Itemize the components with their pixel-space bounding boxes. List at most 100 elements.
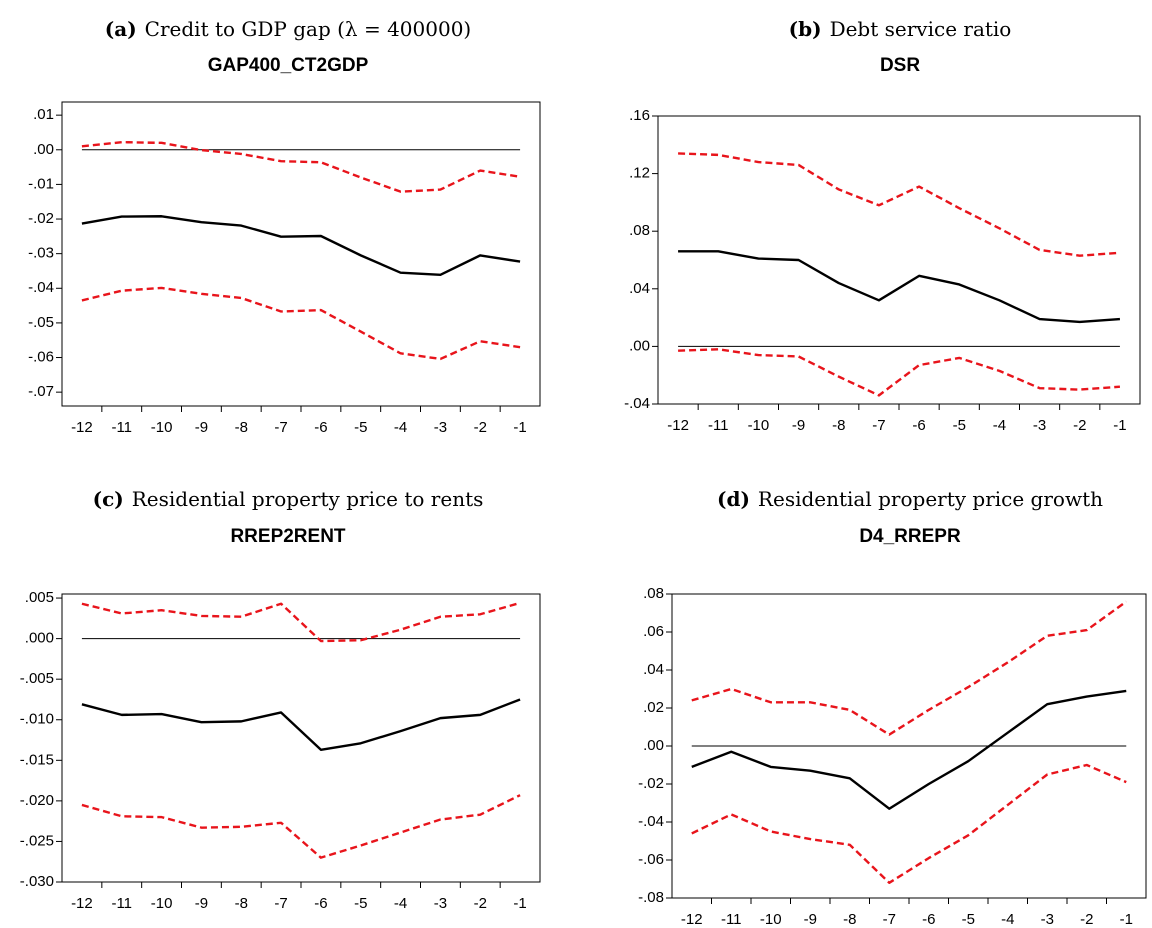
x-tick-label: -11	[111, 895, 132, 912]
estimate-line	[691, 689, 1127, 810]
x-tick-label: -6	[922, 911, 935, 928]
x-tick-label: -9	[804, 911, 817, 928]
y-tick-label: -.005	[20, 670, 54, 687]
x-tick-label: -10	[151, 419, 173, 436]
y-tick-label: -.030	[20, 873, 54, 890]
y-tick-label: .02	[643, 699, 664, 716]
x-tick-label: -9	[195, 419, 208, 436]
y-tick-label: .04	[629, 280, 650, 297]
x-tick-label: -2	[1080, 911, 1093, 928]
x-tick-label: -5	[953, 417, 966, 434]
y-tick-label: -.020	[20, 792, 54, 809]
y-tick-label: -.025	[20, 832, 54, 849]
x-tick-label: -6	[314, 419, 327, 436]
y-tick-label: -.02	[638, 775, 664, 792]
panel-caption: (d) Residential property price growth	[717, 487, 1103, 511]
panel-label: (c)	[93, 487, 124, 511]
chart-title: D4_RREPR	[859, 526, 961, 547]
x-tick-label: -8	[235, 895, 248, 912]
y-tick-label: .08	[629, 222, 650, 239]
x-tick-label: -7	[872, 417, 885, 434]
x-tick-label: -5	[962, 911, 975, 928]
panel-caption-text: Residential property price to rents	[132, 487, 484, 511]
panel-label: (b)	[789, 17, 822, 41]
x-tick-label: -1	[513, 419, 526, 436]
confidence-line	[691, 763, 1127, 884]
x-tick-label: -5	[354, 895, 367, 912]
y-tick-label: -.01	[28, 175, 54, 192]
x-tick-label: -8	[235, 419, 248, 436]
confidence-line	[81, 140, 521, 193]
y-tick-label: .16	[629, 107, 650, 124]
estimate-line	[678, 250, 1121, 324]
x-tick-label: -9	[792, 417, 805, 434]
plot-frame	[61, 101, 541, 407]
x-tick-label: -10	[760, 911, 782, 928]
x-tick-label: -1	[513, 895, 526, 912]
x-tick-label: -2	[1073, 417, 1086, 434]
y-tick-label: -.015	[20, 751, 54, 768]
y-tick-label: -.04	[28, 279, 54, 296]
y-tick-label: .12	[629, 165, 650, 182]
x-tick-label: -4	[394, 895, 407, 912]
x-tick-label: -3	[1033, 417, 1046, 434]
panel-caption-text: Credit to GDP gap (λ = 400000)	[145, 17, 472, 41]
x-tick-label: -7	[274, 895, 287, 912]
x-tick-label: -11	[721, 911, 742, 928]
panel-caption-text: Residential property price growth	[758, 487, 1103, 511]
y-tick-label: -.03	[28, 245, 54, 262]
x-tick-label: -7	[883, 911, 896, 928]
x-tick-label: -8	[843, 911, 856, 928]
x-tick-label: -3	[1041, 911, 1054, 928]
x-tick-label: -1	[1120, 911, 1133, 928]
confidence-line	[81, 601, 521, 643]
panel-caption: (c) Residential property price to rents	[93, 487, 484, 511]
y-tick-label: .000	[25, 630, 54, 647]
confidence-line	[691, 600, 1127, 736]
y-tick-label: -.08	[638, 889, 664, 906]
x-tick-label: -2	[474, 895, 487, 912]
chart-title: RREP2RENT	[230, 526, 345, 547]
x-tick-label: -6	[314, 895, 327, 912]
confidence-line	[81, 794, 521, 859]
x-tick-label: -12	[71, 419, 93, 436]
x-tick-label: -6	[912, 417, 925, 434]
panel-label: (a)	[105, 17, 137, 41]
y-tick-label: .005	[25, 589, 54, 606]
y-tick-label: -.010	[20, 711, 54, 728]
y-tick-label: -.07	[28, 383, 54, 400]
y-tick-label: -.04	[638, 813, 664, 830]
y-tick-label: -.06	[28, 348, 54, 365]
y-tick-label: -.04	[624, 395, 650, 412]
confidence-line	[678, 348, 1121, 397]
x-tick-label: -4	[1001, 911, 1014, 928]
y-tick-label: -.06	[638, 851, 664, 868]
confidence-line	[678, 152, 1121, 257]
x-tick-label: -12	[71, 895, 93, 912]
plot-frame	[61, 593, 541, 883]
x-tick-label: -1	[1113, 417, 1126, 434]
x-tick-label: -10	[748, 417, 770, 434]
y-tick-label: .00	[629, 337, 650, 354]
x-tick-label: -12	[681, 911, 703, 928]
panel-caption: (a) Credit to GDP gap (λ = 400000)	[105, 17, 471, 41]
y-tick-label: -.05	[28, 314, 54, 331]
estimate-line	[81, 698, 521, 751]
x-tick-label: -5	[354, 419, 367, 436]
panel-caption: (b) Debt service ratio	[789, 17, 1012, 41]
x-tick-label: -4	[394, 419, 407, 436]
y-tick-label: .04	[643, 661, 664, 678]
x-tick-label: -11	[708, 417, 729, 434]
y-tick-label: .08	[643, 585, 664, 602]
chart-title: DSR	[880, 55, 920, 76]
chart-title: GAP400_CT2GDP	[208, 55, 369, 76]
x-tick-label: -3	[434, 895, 447, 912]
panel-caption-text: Debt service ratio	[830, 17, 1012, 41]
y-tick-label: -.02	[28, 210, 54, 227]
x-tick-label: -8	[832, 417, 845, 434]
estimate-line	[81, 215, 521, 276]
x-tick-label: -10	[151, 895, 173, 912]
y-tick-label: .01	[33, 106, 54, 123]
x-tick-label: -11	[111, 419, 132, 436]
